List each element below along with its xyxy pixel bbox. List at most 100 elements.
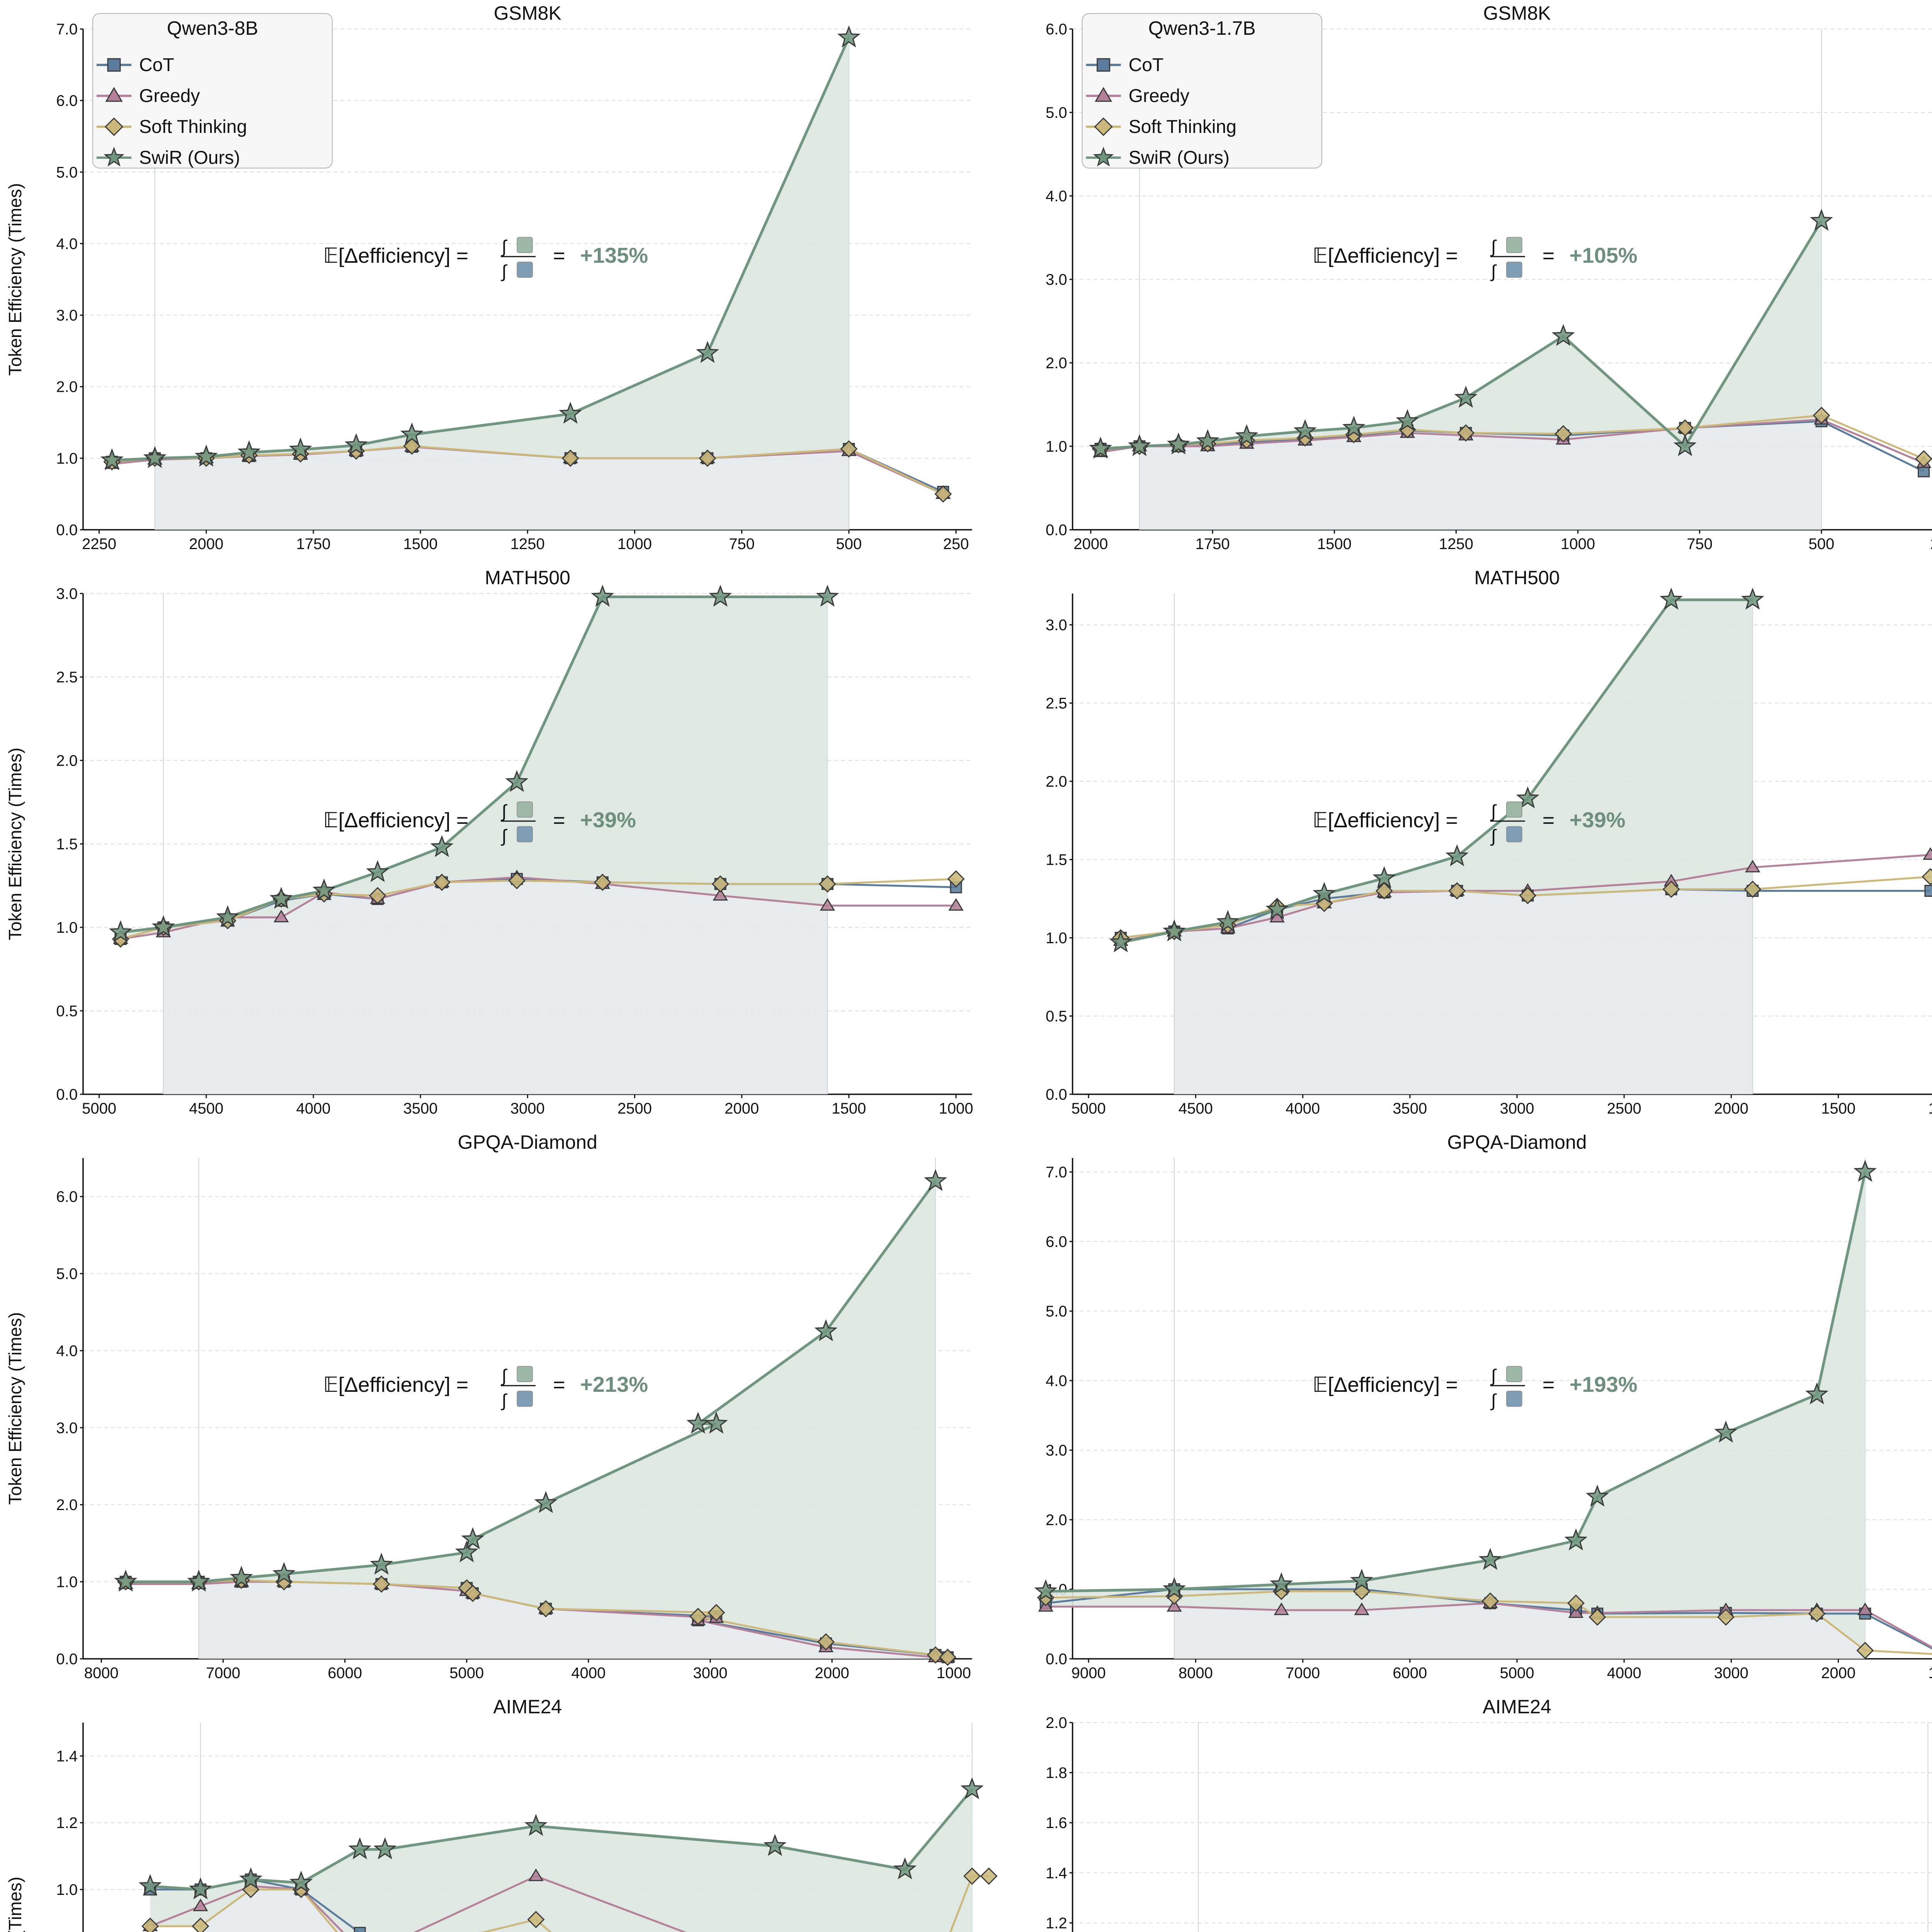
svg-text:5.0: 5.0 — [1046, 104, 1067, 121]
svg-text:Greedy: Greedy — [139, 86, 200, 106]
svg-text:4000: 4000 — [1286, 1100, 1320, 1117]
svg-text:9000: 9000 — [1071, 1665, 1106, 1682]
svg-text:=: = — [553, 1373, 565, 1396]
svg-text:MATH500: MATH500 — [485, 567, 570, 588]
svg-text:2000: 2000 — [1821, 1665, 1855, 1682]
svg-text:1500: 1500 — [1317, 536, 1352, 553]
svg-text:1.0: 1.0 — [1046, 438, 1067, 455]
svg-text:3.0: 3.0 — [56, 307, 78, 324]
svg-text:4000: 4000 — [1607, 1665, 1641, 1682]
svg-text:+213%: +213% — [580, 1372, 648, 1396]
svg-text:1.2: 1.2 — [56, 1815, 78, 1832]
svg-text:1750: 1750 — [296, 536, 331, 553]
svg-text:=: = — [1543, 244, 1555, 267]
svg-text:1000: 1000 — [1928, 1100, 1932, 1117]
svg-text:∫: ∫ — [1490, 236, 1497, 257]
svg-text:1500: 1500 — [403, 536, 438, 553]
svg-text:Soft Thinking: Soft Thinking — [139, 117, 247, 137]
svg-text:1250: 1250 — [1439, 536, 1473, 553]
svg-text:2.0: 2.0 — [56, 1497, 78, 1514]
svg-text:Greedy: Greedy — [1129, 86, 1189, 106]
svg-text:1000: 1000 — [939, 1100, 973, 1117]
svg-text:5000: 5000 — [82, 1100, 116, 1117]
svg-text:1000: 1000 — [1928, 1665, 1932, 1682]
svg-text:3.0: 3.0 — [1046, 617, 1067, 634]
svg-text:1500: 1500 — [832, 1100, 866, 1117]
svg-text:GSM8K: GSM8K — [1483, 2, 1551, 24]
svg-text:6.0: 6.0 — [56, 1189, 78, 1206]
svg-text:1.5: 1.5 — [56, 836, 78, 853]
svg-text:GPQA-Diamond: GPQA-Diamond — [1447, 1131, 1587, 1153]
svg-text:0.0: 0.0 — [56, 1086, 78, 1103]
svg-text:7.0: 7.0 — [56, 21, 78, 38]
svg-text:1.5: 1.5 — [1046, 852, 1067, 869]
svg-text:Token Efficiency (Times): Token Efficiency (Times) — [5, 1877, 25, 1932]
svg-text:250: 250 — [943, 536, 969, 553]
svg-text:∫: ∫ — [1490, 261, 1497, 281]
svg-text:6.0: 6.0 — [56, 92, 78, 109]
svg-text:3000: 3000 — [693, 1665, 728, 1682]
svg-text:1.8: 1.8 — [1046, 1765, 1067, 1782]
svg-text:4.0: 4.0 — [56, 235, 78, 252]
svg-text:Token Efficiency (Times): Token Efficiency (Times) — [5, 1312, 25, 1505]
svg-text:+39%: +39% — [580, 808, 636, 832]
svg-text:1.4: 1.4 — [1046, 1865, 1067, 1882]
svg-text:4500: 4500 — [1179, 1100, 1213, 1117]
svg-text:0.0: 0.0 — [1046, 1651, 1067, 1668]
svg-text:7000: 7000 — [206, 1665, 240, 1682]
svg-text:4.0: 4.0 — [56, 1343, 78, 1360]
svg-text:1000: 1000 — [1561, 536, 1595, 553]
svg-text:AIME24: AIME24 — [1483, 1696, 1551, 1718]
svg-text:1250: 1250 — [510, 536, 545, 553]
svg-text:2000: 2000 — [724, 1100, 759, 1117]
svg-text:6000: 6000 — [328, 1665, 362, 1682]
svg-text:2.0: 2.0 — [56, 379, 78, 396]
svg-text:∫: ∫ — [500, 826, 507, 846]
svg-text:1.2: 1.2 — [1046, 1915, 1067, 1932]
svg-text:2000: 2000 — [1073, 536, 1108, 553]
svg-text:7000: 7000 — [1286, 1665, 1320, 1682]
svg-text:6.0: 6.0 — [1046, 1233, 1067, 1250]
svg-text:4000: 4000 — [571, 1665, 605, 1682]
svg-text:∫: ∫ — [1490, 1390, 1497, 1410]
svg-text:4.0: 4.0 — [1046, 1372, 1067, 1389]
svg-text:5000: 5000 — [1071, 1100, 1106, 1117]
svg-text:4000: 4000 — [296, 1100, 331, 1117]
svg-text:3500: 3500 — [403, 1100, 438, 1117]
svg-text:750: 750 — [729, 536, 755, 553]
svg-text:2250: 2250 — [82, 536, 116, 553]
svg-text:=: = — [553, 244, 565, 267]
svg-text:3.0: 3.0 — [1046, 271, 1067, 288]
svg-text:CoT: CoT — [139, 55, 174, 75]
svg-text:1.0: 1.0 — [56, 919, 78, 936]
svg-text:Qwen3-1.7B: Qwen3-1.7B — [1148, 17, 1256, 39]
svg-text:2.0: 2.0 — [1046, 773, 1067, 790]
svg-text:2500: 2500 — [617, 1100, 652, 1117]
svg-text:∫: ∫ — [500, 1390, 507, 1410]
svg-text:𝔼[Δefficiency] =: 𝔼[Δefficiency] = — [1313, 1373, 1458, 1396]
svg-text:2500: 2500 — [1607, 1100, 1641, 1117]
svg-text:𝔼[Δefficiency] =: 𝔼[Δefficiency] = — [323, 244, 468, 267]
svg-text:+105%: +105% — [1570, 243, 1638, 267]
svg-text:Qwen3-8B: Qwen3-8B — [167, 17, 258, 39]
svg-text:Soft Thinking: Soft Thinking — [1129, 117, 1236, 137]
svg-text:4.0: 4.0 — [1046, 188, 1067, 205]
svg-text:CoT: CoT — [1129, 55, 1164, 75]
svg-text:3500: 3500 — [1393, 1100, 1427, 1117]
svg-text:𝔼[Δefficiency] =: 𝔼[Δefficiency] = — [1313, 244, 1458, 267]
svg-text:3.0: 3.0 — [56, 1420, 78, 1437]
svg-text:∫: ∫ — [500, 261, 507, 281]
svg-text:5000: 5000 — [1500, 1665, 1534, 1682]
svg-text:1.0: 1.0 — [56, 1574, 78, 1591]
svg-text:SwiR (Ours): SwiR (Ours) — [1129, 148, 1230, 168]
svg-text:1.4: 1.4 — [56, 1748, 78, 1765]
svg-text:0.5: 0.5 — [1046, 1008, 1067, 1025]
svg-text:1750: 1750 — [1196, 536, 1230, 553]
svg-text:∫: ∫ — [500, 801, 507, 821]
svg-text:+39%: +39% — [1570, 808, 1626, 832]
svg-text:𝔼[Δefficiency] =: 𝔼[Δefficiency] = — [1313, 809, 1458, 832]
svg-text:4500: 4500 — [189, 1100, 223, 1117]
svg-text:5.0: 5.0 — [56, 1265, 78, 1282]
svg-text:0.0: 0.0 — [1046, 522, 1067, 539]
svg-text:∫: ∫ — [1490, 1366, 1497, 1386]
